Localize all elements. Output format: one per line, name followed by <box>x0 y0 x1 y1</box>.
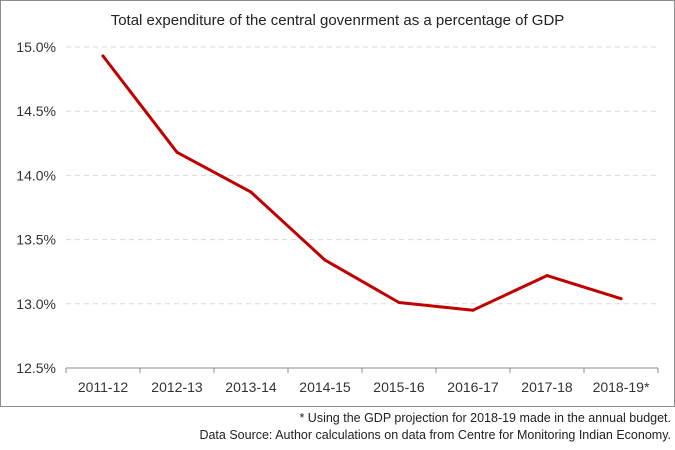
x-tick-label: 2012-13 <box>151 379 203 395</box>
series-line <box>101 54 623 312</box>
data-point: 2014-15: 13.34% <box>323 258 327 262</box>
data-point: 2011-12: 14.93% <box>101 54 105 58</box>
x-tick-label: 2015-16 <box>373 379 425 395</box>
x-tick-label: 2014-15 <box>299 379 351 395</box>
x-tick-label: 2013-14 <box>225 379 277 395</box>
series-group: 2011-12: 14.93% 2012-13: 14.18% 2013-14: 1… <box>101 54 623 312</box>
x-tick-label: 2016-17 <box>447 379 499 395</box>
chart-notes: * Using the GDP projection for 2018-19 m… <box>199 410 671 444</box>
axes <box>65 367 659 373</box>
y-tick-label: 12.5% <box>16 360 56 376</box>
y-tick-label: 14.0% <box>16 167 56 183</box>
y-axis-ticks: 12.5% 13.0% 13.5% 14.0% 14.5% 15.0% <box>16 39 56 376</box>
line-chart: 12.5%13.0%13.5%14.0%14.5%15.0% 2011-12 20… <box>16 39 659 395</box>
data-point: 2017-18: 13.22% <box>545 274 549 278</box>
footnote: * Using the GDP projection for 2018-19 m… <box>299 411 671 425</box>
y-tick-label: 14.5% <box>16 103 56 119</box>
data-point: 2015-16: 13.01% <box>397 301 401 305</box>
gridlines <box>66 46 658 305</box>
data-point: 2018-19*: 13.04% <box>619 297 623 301</box>
data-source: Data Source: Author calculations on data… <box>199 428 671 442</box>
data-point: 2012-13: 14.18% <box>175 150 179 154</box>
x-axis-ticks: 2011-12 2012-13 2013-14 2014-15 2015-16 2016-… <box>78 379 650 395</box>
x-tick-label: 2018-19* <box>593 379 650 395</box>
chart-title: Total expenditure of the central govenrm… <box>110 12 565 29</box>
y-tick-label: 13.0% <box>16 296 56 312</box>
y-tick-label: 15.0% <box>16 39 56 55</box>
x-tick-label: 2011-12 <box>78 379 129 395</box>
data-point: 2016-17: 12.95% <box>471 308 475 312</box>
data-point: 2013-14: 13.87% <box>249 190 253 194</box>
y-tick-label: 13.5% <box>16 232 56 248</box>
x-tick-label: 2017-18 <box>521 379 573 395</box>
